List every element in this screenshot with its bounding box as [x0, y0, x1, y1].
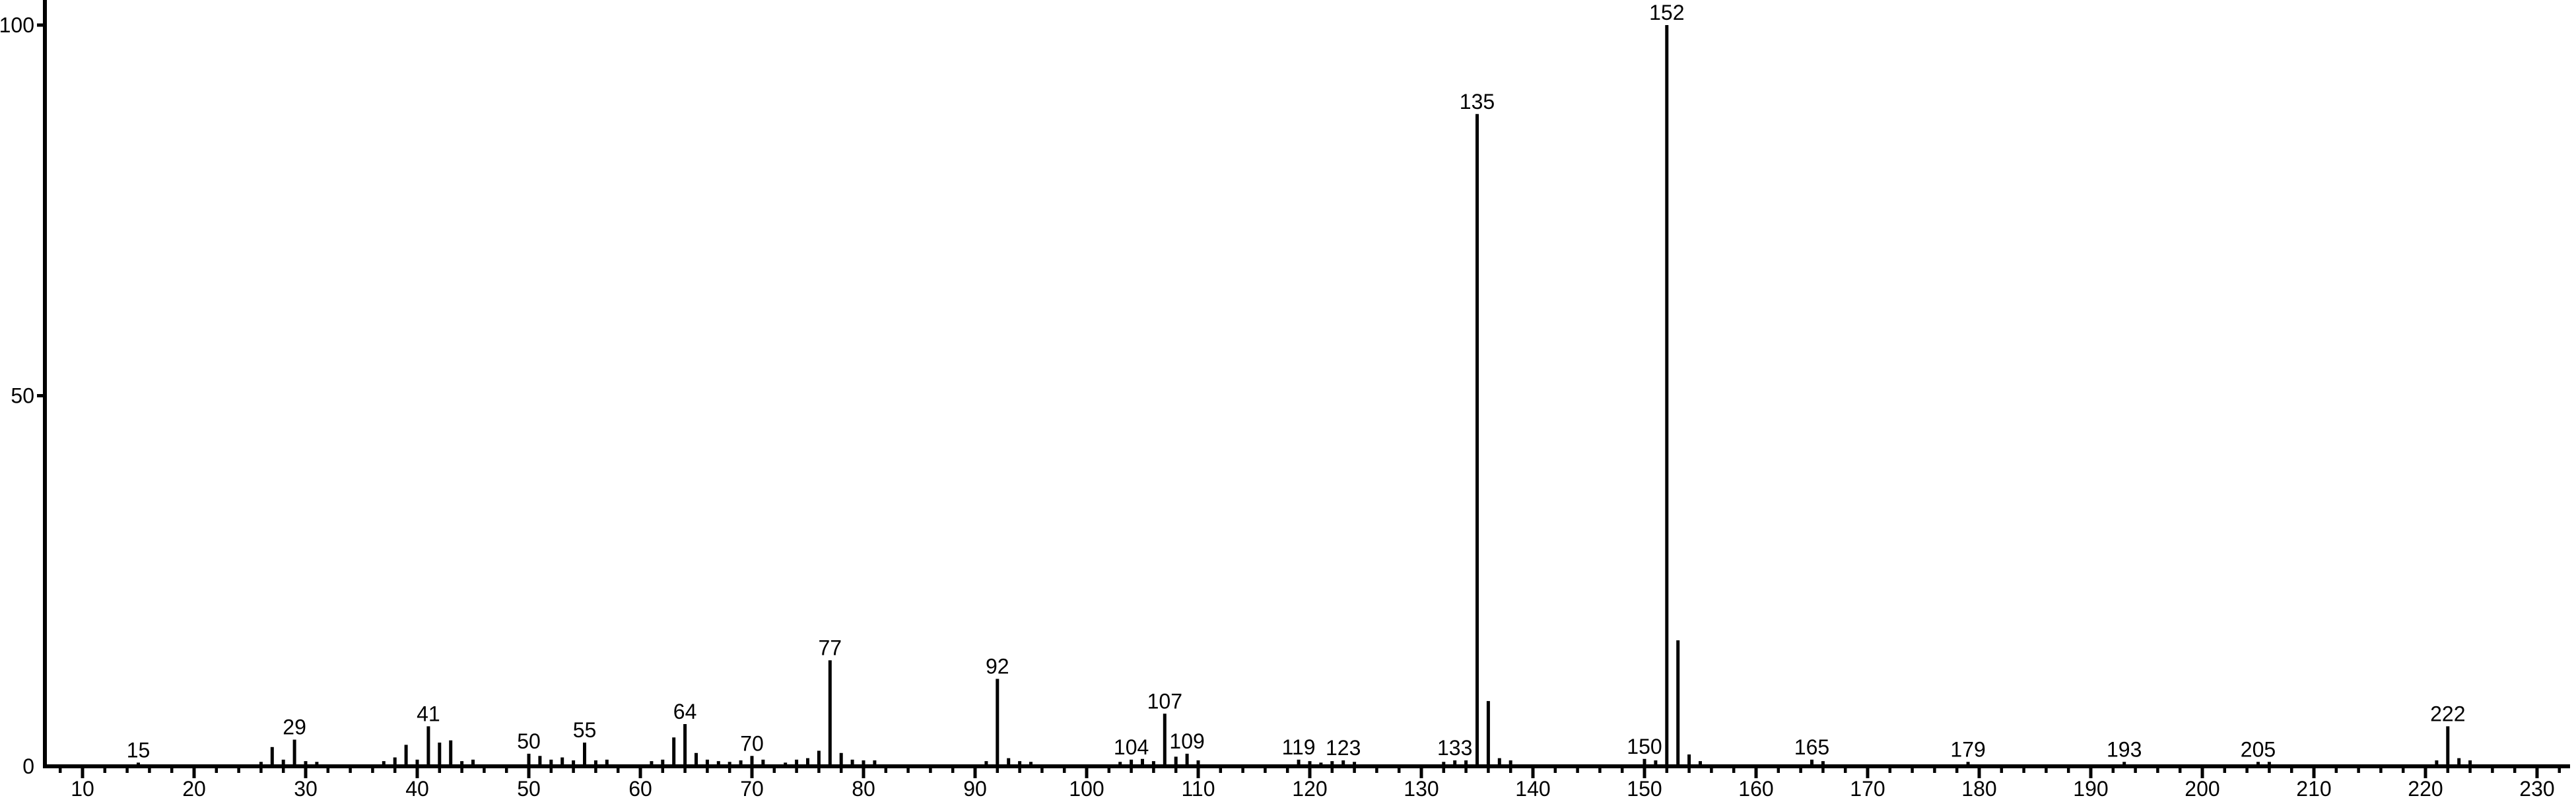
x-tick-label: 40 [405, 777, 429, 798]
peak-labels: 15 29 41 50 55 64 70 77 92 104 107 109 119 123 133 135 1… [127, 1, 2466, 762]
peak-label: 222 [2430, 702, 2465, 725]
peak-label: 29 [283, 715, 306, 739]
peak-label: 55 [573, 718, 597, 742]
x-tick-label: 50 [517, 777, 541, 798]
peak-label: 152 [1649, 1, 1684, 24]
peak-label: 107 [1147, 689, 1182, 713]
x-tick-label: 10 [71, 777, 94, 798]
x-tick-label: 70 [740, 777, 764, 798]
x-tick-label: 200 [2185, 777, 2220, 798]
x-tick-label: 30 [294, 777, 318, 798]
x-tick-label: 110 [1181, 777, 1215, 798]
peak-label: 133 [1437, 736, 1472, 760]
x-tick-label: 190 [2073, 777, 2108, 798]
peak-lines [137, 25, 2472, 766]
peak-label: 150 [1627, 735, 1662, 758]
x-tick-label: 210 [2296, 777, 2331, 798]
x-tick-label: 100 [1069, 777, 1104, 798]
peak-label: 64 [673, 700, 697, 723]
x-tick-label: 90 [963, 777, 987, 798]
peak-label: 179 [1950, 737, 1985, 761]
x-tick-label: 20 [182, 777, 206, 798]
peak-label: 50 [517, 729, 541, 753]
x-tick-label: 160 [1738, 777, 1773, 798]
peak-label: 77 [819, 636, 842, 659]
peak-label: 41 [417, 702, 440, 725]
x-tick-label: 150 [1627, 777, 1662, 798]
x-tick-label: 170 [1850, 777, 1885, 798]
peak-label: 15 [127, 738, 151, 762]
x-tick-label: 120 [1292, 777, 1327, 798]
peak-label: 135 [1460, 90, 1495, 114]
peak-label: 70 [740, 731, 764, 755]
peak-label: 123 [1326, 736, 1361, 760]
x-tick-label: 180 [1961, 777, 1996, 798]
peak-label: 104 [1114, 735, 1149, 759]
peak-label: 193 [2107, 737, 2142, 761]
x-tick-label: 140 [1515, 777, 1550, 798]
peak-label: 109 [1169, 729, 1204, 753]
peak-label: 119 [1282, 735, 1316, 759]
peak-label: 92 [986, 654, 1009, 678]
x-tick-label: 80 [852, 777, 875, 798]
x-tick-label: 220 [2408, 777, 2443, 798]
x-tick-label: 60 [628, 777, 652, 798]
y-tick-label: 0 [22, 754, 34, 778]
x-tick-label: 230 [2519, 777, 2554, 798]
peak-label: 165 [1794, 735, 1829, 759]
y-tick-label: 100 [0, 13, 34, 37]
x-tick-label: 130 [1404, 777, 1439, 798]
peak-label: 205 [2241, 737, 2276, 761]
y-tick-label: 50 [11, 384, 34, 408]
